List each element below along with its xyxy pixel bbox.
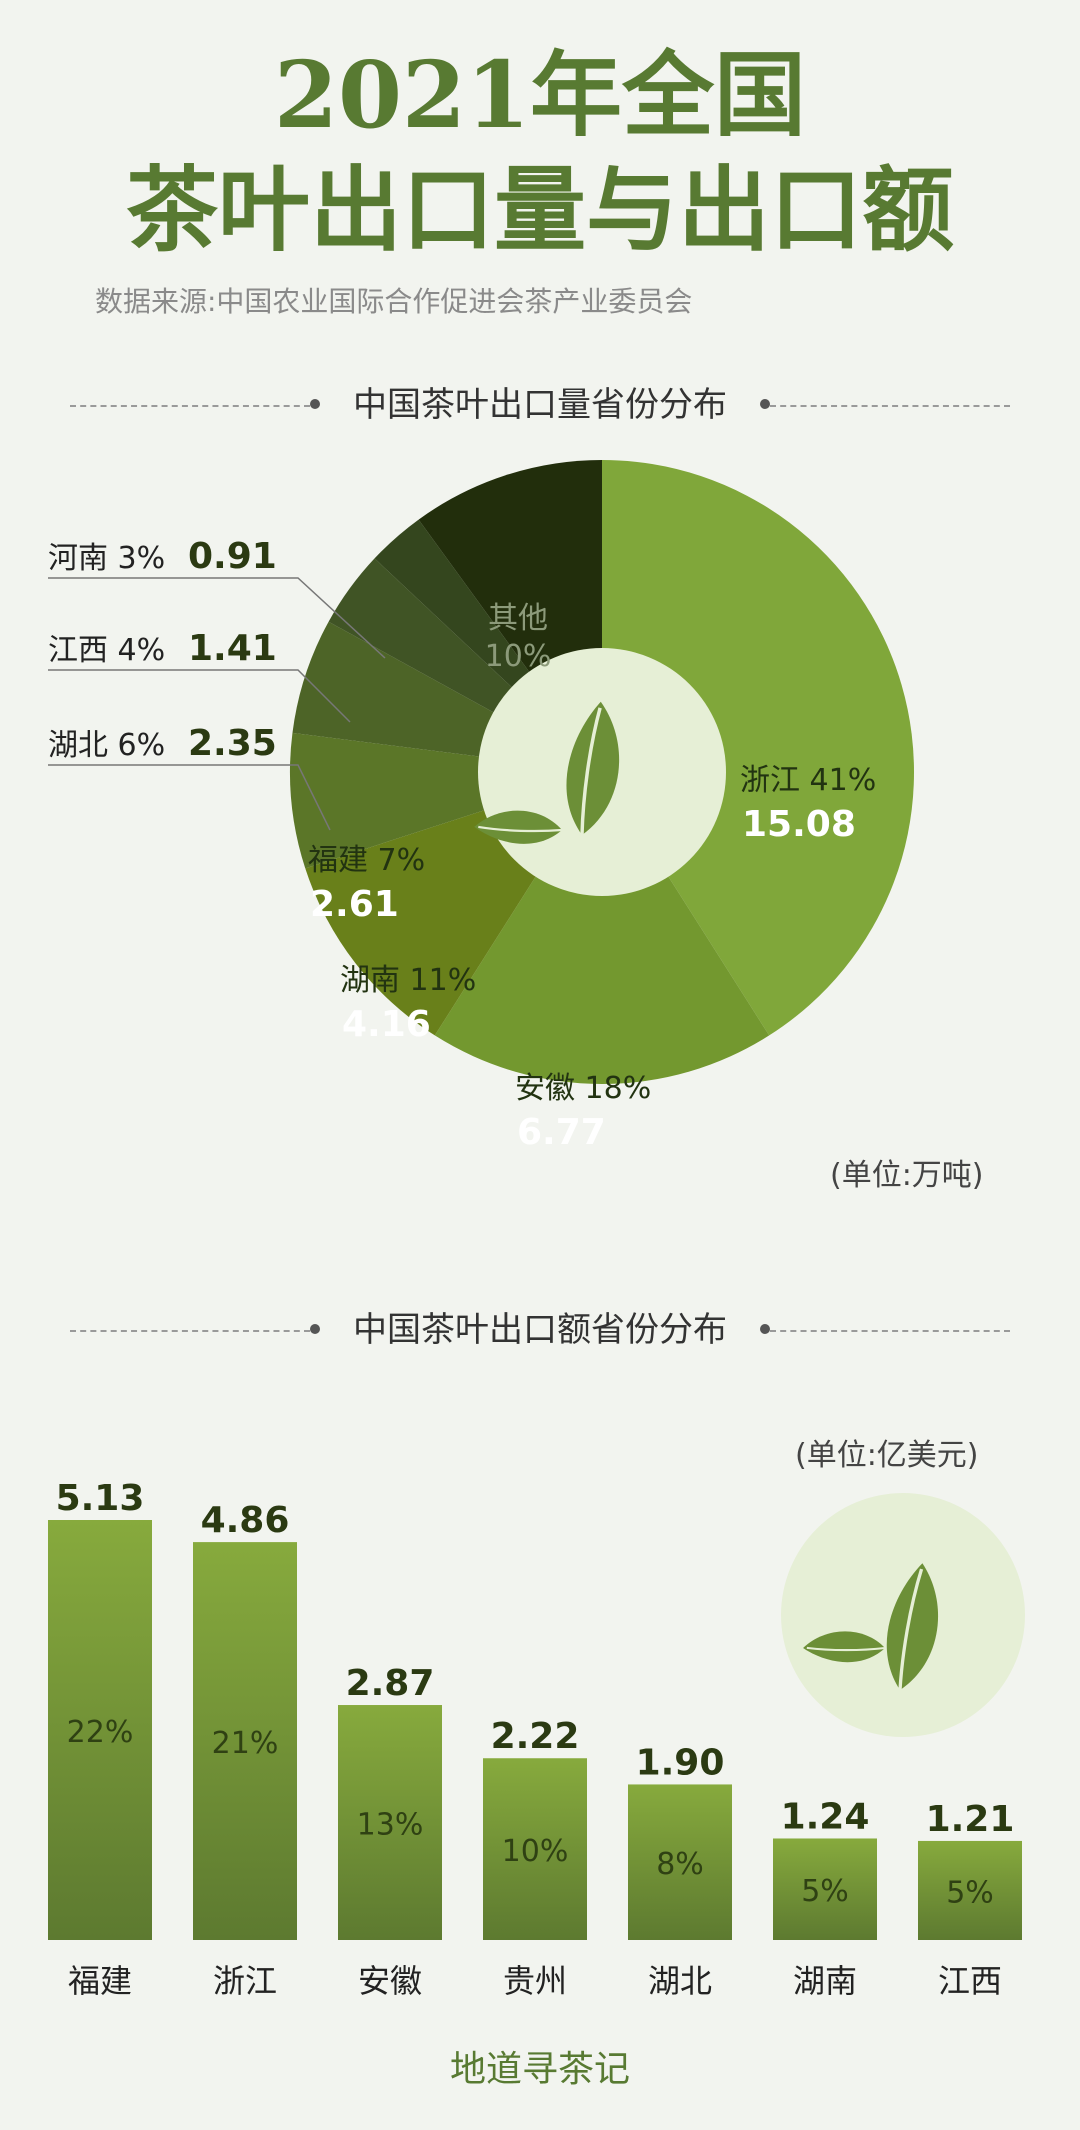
pie-label-6: 河南 3% — [48, 541, 165, 576]
bar-category-1: 浙江 — [213, 1962, 277, 2000]
tea-leaf-small-icon-2 — [803, 1631, 886, 1663]
bar-3 — [483, 1758, 587, 1940]
bar-category-0: 福建 — [68, 1962, 132, 2000]
bar-percent-6: 5% — [946, 1875, 994, 1910]
data-source: 数据来源:中国农业国际合作促进会茶产业委员会 — [95, 285, 693, 318]
pie-slice-1 — [434, 772, 770, 1084]
bar-5 — [773, 1838, 877, 1940]
bar-category-6: 江西 — [938, 1962, 1002, 2000]
pie-leader-line-5 — [48, 669, 351, 723]
pie-leader-line-4 — [48, 764, 331, 831]
bar-category-3: 贵州 — [503, 1962, 567, 2000]
pie-slice-0 — [602, 460, 915, 1036]
bar-category-2: 安徽 — [358, 1962, 422, 2000]
pie-label-4: 湖北 6% — [48, 728, 165, 763]
pie-leader-line-6 — [48, 577, 386, 659]
bar-value-0: 5.13 — [56, 1478, 145, 1519]
section-header-volume: 中国茶叶出口量省份分布 — [60, 380, 1020, 430]
bar-value-6: 1.21 — [926, 1799, 1015, 1840]
title-line-1: 2021年全国 — [273, 41, 807, 149]
section-header-value: 中国茶叶出口额省份分布 — [60, 1305, 1020, 1355]
pie-percent-other: 10% — [485, 639, 552, 674]
pie-label-5: 江西 4% — [48, 633, 165, 668]
bar-0 — [48, 1520, 152, 1940]
bar-1 — [193, 1542, 297, 1940]
pie-unit: (单位:万吨) — [830, 1158, 984, 1193]
bar-percent-0: 22% — [67, 1715, 134, 1750]
pie-value-6: 0.91 — [188, 536, 277, 577]
bar-percent-2: 13% — [357, 1808, 424, 1843]
section-title-value: 中国茶叶出口额省份分布 — [353, 1310, 727, 1350]
pie-value-5: 1.41 — [188, 628, 277, 669]
bar-category-5: 湖南 — [793, 1962, 857, 2000]
tea-leaf-icon-2 — [886, 1563, 939, 1691]
pie-label-3: 福建 7% — [308, 843, 425, 878]
pie-value-3: 2.61 — [310, 884, 399, 925]
bar-value-1: 4.86 — [201, 1500, 290, 1541]
bar-percent-1: 21% — [212, 1726, 279, 1761]
bar-value-4: 1.90 — [636, 1742, 725, 1783]
pie-chart: 浙江 41% 15.08 安徽 18% 6.77 湖南 11% 4.16 福建 7% 2.61… — [48, 460, 915, 1153]
bar-chart: 5.13 22% 福建 4.86 21% 浙江 2.87 13% 安徽 2.22 10% 贵州 1.90… — [48, 1478, 1025, 2000]
bar-4 — [628, 1784, 732, 1940]
pie-value-0: 15.08 — [742, 804, 856, 845]
pie-label-1: 安徽 18% — [515, 1071, 651, 1106]
pie-value-2: 4.16 — [342, 1004, 431, 1045]
title-line-2: 茶叶出口量与出口额 — [125, 156, 954, 264]
bar-percent-4: 8% — [656, 1847, 704, 1882]
pie-label-2: 湖南 11% — [340, 963, 476, 998]
bar-value-2: 2.87 — [346, 1663, 435, 1704]
bar-unit: (单位:亿美元) — [795, 1438, 979, 1473]
bar-value-3: 2.22 — [491, 1716, 580, 1757]
pie-label-0: 浙江 41% — [740, 763, 876, 798]
bar-category-4: 湖北 — [648, 1962, 712, 2000]
bar-2 — [338, 1705, 442, 1940]
bar-value-5: 1.24 — [781, 1796, 870, 1837]
section-title-volume: 中国茶叶出口量省份分布 — [353, 385, 727, 425]
footer-brand: 地道寻茶记 — [449, 2049, 630, 2090]
tea-leaf-icon — [566, 701, 620, 836]
pie-label-other: 其他 — [488, 601, 548, 636]
bar-percent-3: 10% — [502, 1834, 569, 1869]
pie-value-4: 2.35 — [188, 723, 277, 764]
tea-leaf-small-icon — [474, 810, 563, 844]
bar-6 — [918, 1840, 1022, 1940]
bar-percent-5: 5% — [801, 1874, 849, 1909]
pie-value-1: 6.77 — [517, 1112, 606, 1153]
